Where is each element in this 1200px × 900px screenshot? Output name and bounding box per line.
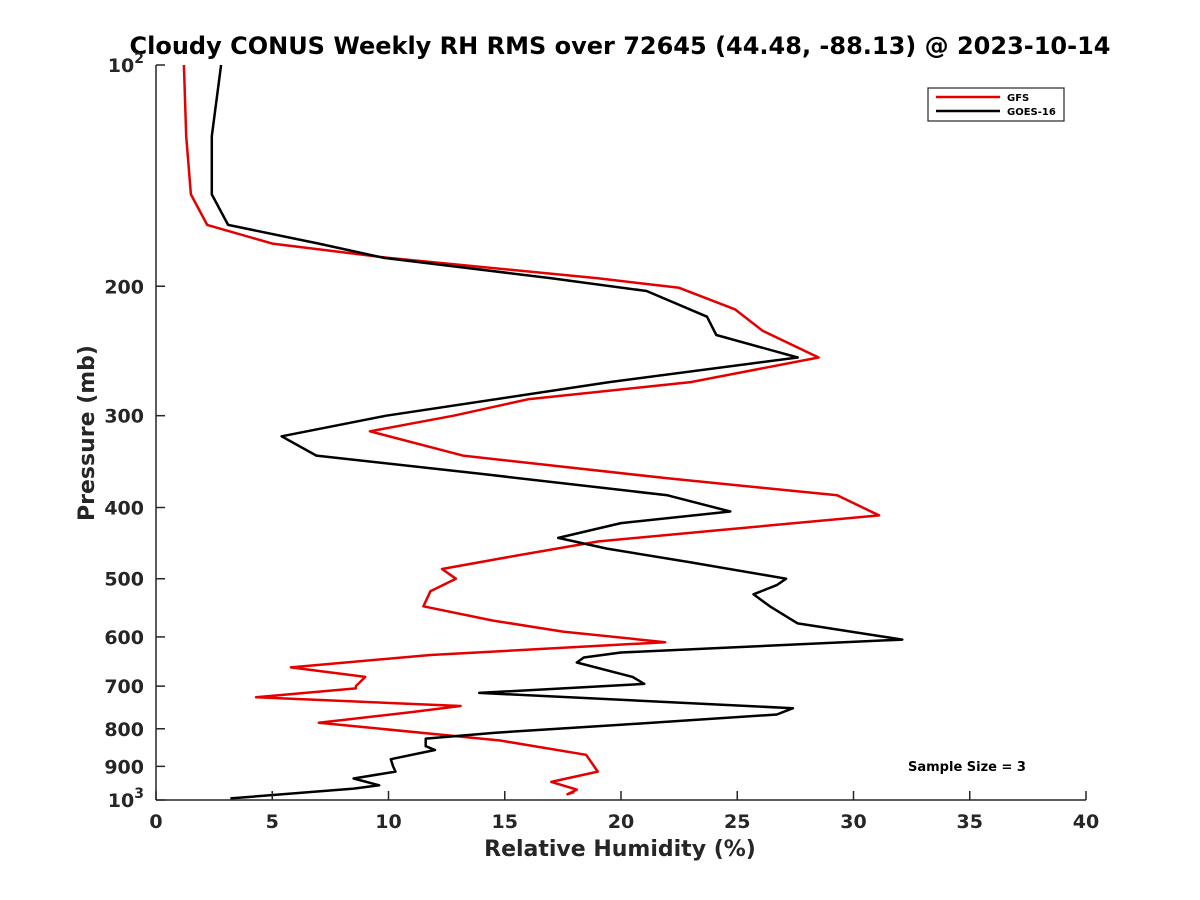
x-tick-label: 20 [608, 811, 634, 833]
x-tick-label: 5 [266, 811, 279, 833]
x-axis-label: Relative Humidity (%) [484, 837, 756, 862]
x-tick-label: 35 [957, 811, 983, 833]
legend: GFS GOES-16 [927, 87, 1065, 122]
legend-label: GFS [1007, 93, 1029, 104]
series-line-goes-16 [210, 64, 904, 800]
legend-label: GOES-16 [1007, 107, 1056, 118]
y-tick-label: 700 [104, 676, 144, 698]
x-tick-label: 15 [492, 811, 518, 833]
x-tick-label: 25 [724, 811, 750, 833]
y-tick-label: 400 [104, 498, 144, 520]
x-tick-label: 40 [1073, 811, 1099, 833]
chart-title: Cloudy CONUS Weekly RH RMS over 72645 (4… [130, 32, 1111, 60]
y-tick-label: 103 [108, 786, 144, 812]
series-line-gfs [182, 64, 881, 796]
y-tick-label: 102 [108, 51, 144, 77]
x-tick-label: 10 [375, 811, 401, 833]
series-layer [182, 64, 904, 800]
x-tick-label: 30 [840, 811, 866, 833]
axes-layer: 0 5 10 15 20 25 30 35 40 102 200 300 400 500 600 700 800… [104, 51, 1099, 833]
y-tick-label: 500 [104, 569, 144, 591]
x-tick-label: 0 [149, 811, 162, 833]
sample-size-annotation: Sample Size = 3 [908, 760, 1026, 775]
y-axis-label: Pressure (mb) [75, 345, 100, 521]
y-tick-label: 800 [104, 719, 144, 741]
y-tick-label: 300 [104, 406, 144, 428]
y-tick-label: 200 [104, 276, 144, 298]
legend-box [927, 87, 1065, 122]
y-tick-label: 600 [104, 627, 144, 649]
y-tick-label: 900 [104, 756, 144, 778]
